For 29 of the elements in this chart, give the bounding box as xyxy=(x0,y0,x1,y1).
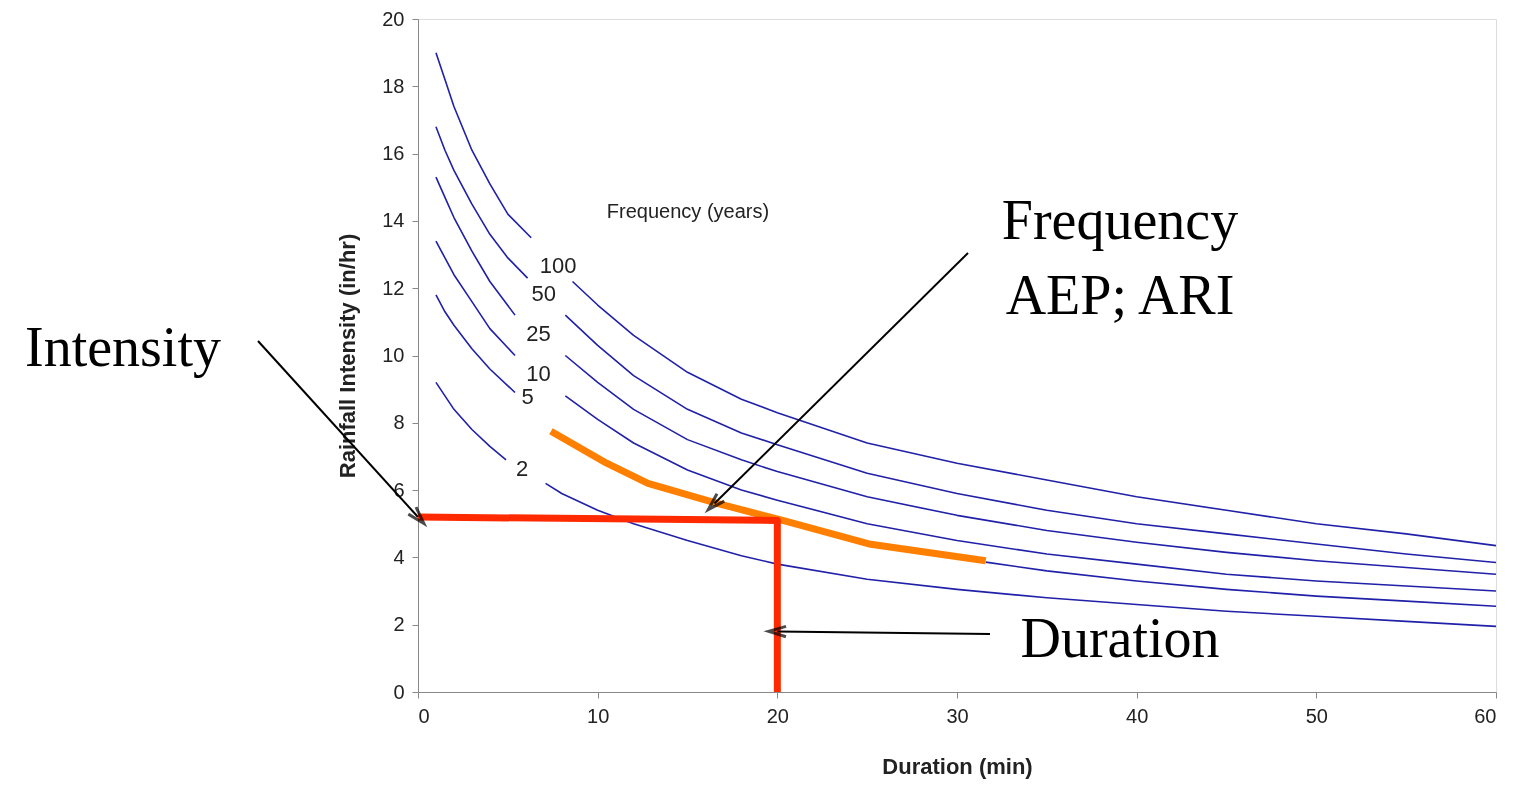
y-tick-label: 14 xyxy=(382,209,405,232)
x-tick-label: 60 xyxy=(1474,704,1497,727)
annotation: Intensity xyxy=(25,316,221,378)
x-tick-label: 50 xyxy=(1305,704,1328,727)
y-tick-label: 10 xyxy=(382,344,405,366)
y-tick-label: 4 xyxy=(393,545,405,568)
x-tick-label: 0 xyxy=(418,704,430,727)
y-tick-label: 16 xyxy=(382,142,405,165)
y-tick-label: 20 xyxy=(382,7,405,30)
y-tick-label: 8 xyxy=(393,411,405,434)
y-tick-label: 18 xyxy=(382,74,405,97)
x-tick-label: 30 xyxy=(946,704,969,727)
series-label: 25 xyxy=(526,320,551,346)
series-label: 5 xyxy=(521,384,534,410)
series-label: 100 xyxy=(539,253,577,279)
x-tick-label: 40 xyxy=(1126,704,1149,727)
y-tick-label: 2 xyxy=(393,613,405,636)
annotation: Frequency AEP; ARI xyxy=(1001,189,1239,326)
series-label: 50 xyxy=(531,280,557,306)
annotation: Duration xyxy=(1020,607,1220,669)
series-label: 2 xyxy=(516,456,529,482)
y-tick-label: 0 xyxy=(393,680,405,703)
y-axis-title: Rainfall Intensity (in/hr) xyxy=(335,233,361,479)
x-axis-title: Duration (min) xyxy=(882,753,1033,779)
x-tick-label: 10 xyxy=(587,704,610,727)
series-label: 10 xyxy=(526,361,551,387)
x-tick-label: 20 xyxy=(766,704,789,727)
y-tick-label: 12 xyxy=(382,276,405,299)
legend-title: Frequency (years) xyxy=(606,200,770,222)
